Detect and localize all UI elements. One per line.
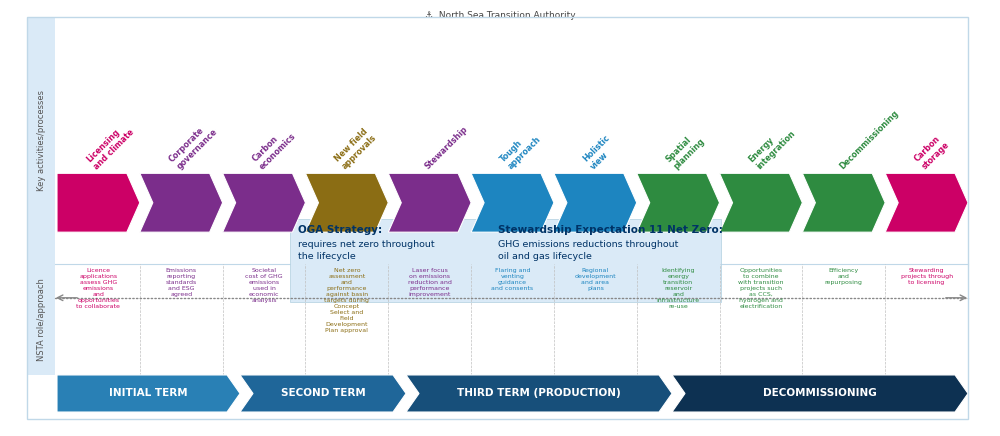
Text: Decommissioning: Decommissioning xyxy=(837,109,900,171)
Text: Identifying
energy
transition
reservoir
and
infrastructure
re-use: Identifying energy transition reservoir … xyxy=(657,268,700,309)
Text: Stewardship: Stewardship xyxy=(423,125,470,171)
Polygon shape xyxy=(802,173,885,232)
Polygon shape xyxy=(672,375,968,412)
FancyBboxPatch shape xyxy=(290,219,721,302)
Polygon shape xyxy=(637,173,720,232)
Polygon shape xyxy=(57,173,140,232)
Text: Efficiency
and
repurposing: Efficiency and repurposing xyxy=(825,268,863,285)
Text: NSTA role/approach: NSTA role/approach xyxy=(36,278,46,361)
Polygon shape xyxy=(471,173,554,232)
Text: Licence
applications
assess GHG
emissions
and
opportunities
to collaborate: Licence applications assess GHG emission… xyxy=(76,268,120,309)
Text: Regional
development
and area
plans: Regional development and area plans xyxy=(575,268,616,291)
Text: Licensing
and climate: Licensing and climate xyxy=(85,120,136,171)
Text: Stewardship Expectation 11 Net Zero:: Stewardship Expectation 11 Net Zero: xyxy=(498,225,723,235)
Text: ⚓  North Sea Transition Authority: ⚓ North Sea Transition Authority xyxy=(425,11,575,20)
Polygon shape xyxy=(885,173,968,232)
Polygon shape xyxy=(554,173,637,232)
Polygon shape xyxy=(240,375,406,412)
Polygon shape xyxy=(305,173,388,232)
Text: Spatial
planning: Spatial planning xyxy=(664,129,706,171)
Text: New field
approvals: New field approvals xyxy=(333,126,379,171)
Text: OGA Strategy:: OGA Strategy: xyxy=(298,225,382,235)
Text: Energy
integration: Energy integration xyxy=(747,122,797,171)
Bar xyxy=(27,17,55,264)
Polygon shape xyxy=(406,375,672,412)
Text: Carbon
storage: Carbon storage xyxy=(913,133,951,171)
Text: SECOND TERM: SECOND TERM xyxy=(281,388,365,399)
Text: Emissions
reporting
standards
and ESG
agreed: Emissions reporting standards and ESG ag… xyxy=(166,268,197,297)
Text: Opportunities
to combine
with transition
projects such
as CCS,
hydrogen and
elec: Opportunities to combine with transition… xyxy=(738,268,784,309)
Text: GHG emissions reductions throughout
oil and gas lifecycle: GHG emissions reductions throughout oil … xyxy=(498,240,678,261)
Text: DECOMMISSIONING: DECOMMISSIONING xyxy=(763,388,877,399)
Polygon shape xyxy=(388,173,471,232)
Polygon shape xyxy=(720,173,802,232)
Text: Corporate
governance: Corporate governance xyxy=(168,120,219,171)
Text: Flaring and
venting
guidance
and consents: Flaring and venting guidance and consent… xyxy=(491,268,534,291)
Text: Stewarding
projects through
to licensing: Stewarding projects through to licensing xyxy=(901,268,953,285)
Polygon shape xyxy=(140,173,223,232)
Text: Carbon
economics: Carbon economics xyxy=(250,124,298,171)
Polygon shape xyxy=(57,375,240,412)
Text: INITIAL TERM: INITIAL TERM xyxy=(109,388,188,399)
Polygon shape xyxy=(223,173,305,232)
Text: Societal
cost of GHG
emissions
used in
economic
analysis: Societal cost of GHG emissions used in e… xyxy=(245,268,283,303)
Text: Net zero
assessment
and
performance
against basin
targets during
Concept
Select : Net zero assessment and performance agai… xyxy=(324,268,369,333)
Text: THIRD TERM (PRODUCTION): THIRD TERM (PRODUCTION) xyxy=(457,388,621,399)
Text: Holistic
view: Holistic view xyxy=(582,133,619,171)
Bar xyxy=(27,264,55,375)
Text: requires net zero throughout
the lifecycle: requires net zero throughout the lifecyc… xyxy=(298,240,435,261)
Text: Laser focus
on emissions
reduction and
performance
improvement: Laser focus on emissions reduction and p… xyxy=(408,268,452,297)
Text: Tough
approach: Tough approach xyxy=(499,127,543,171)
Text: Key activities/processes: Key activities/processes xyxy=(36,90,46,191)
